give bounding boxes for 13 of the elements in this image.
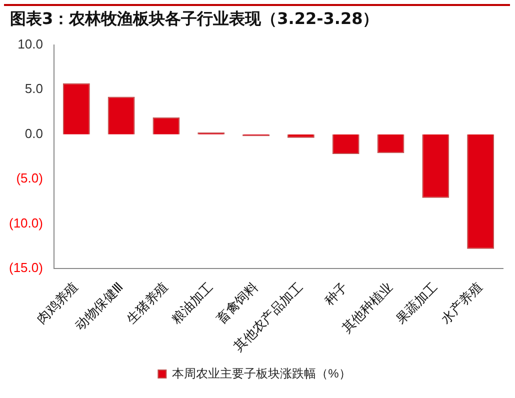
y-tick-label: 5.0 xyxy=(24,81,43,96)
x-tick-label: 粮油加工 xyxy=(168,279,216,327)
legend-label: 本周农业主要子板块涨跌幅（%） xyxy=(172,366,351,380)
y-tick-label: (5.0) xyxy=(16,170,43,186)
y-tick-label: 10.0 xyxy=(18,36,43,52)
x-tick-label: 生猪养殖 xyxy=(123,279,171,327)
x-tick-label: 水产养殖 xyxy=(438,279,486,327)
chart-title: 图表3：农林牧渔板块各子行业表现（3.22-3.28） xyxy=(10,9,379,30)
y-tick-label: (15.0) xyxy=(8,260,43,276)
y-tick-label: 0.0 xyxy=(24,126,43,141)
x-tick-label: 果蔬加工 xyxy=(392,279,440,327)
y-tick-label: (10.0) xyxy=(8,215,43,230)
x-tick-label: 种子 xyxy=(321,279,350,308)
